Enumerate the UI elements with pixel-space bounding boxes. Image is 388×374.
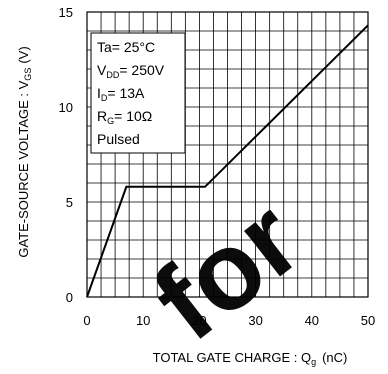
plot-frame [86, 11, 369, 298]
x-tick-label: 30 [248, 313, 262, 328]
conditions-text: Ta= 25°C VDD= 250V ID= 13A RG= 10Ω Pulsed [97, 39, 165, 147]
condition-line: VDD= 250V [97, 62, 165, 80]
conditions-box [90, 32, 186, 154]
y-tick-label: 15 [59, 5, 73, 20]
x-tick-label: 10 [136, 313, 150, 328]
condition-line: Ta= 25°C [97, 39, 155, 55]
condition-line: RG= 10Ω [97, 108, 152, 126]
condition-line: Pulsed [97, 131, 140, 147]
y-axis-label: GATE-SOURCE VOLTAGE : VGS(V) [16, 46, 33, 257]
series-layer [86, 24, 369, 298]
x-tick-label: 0 [83, 313, 90, 328]
y-tick-label: 10 [59, 100, 73, 115]
y-tick-labels: 0 5 10 15 [59, 5, 73, 305]
x-tick-label: 50 [361, 313, 375, 328]
x-tick-label: 40 [305, 313, 319, 328]
y-tick-label: 0 [66, 290, 73, 305]
series-line [86, 24, 369, 298]
y-tick-label: 5 [66, 195, 73, 210]
x-tick-labels: 0 10 20 30 40 50 [83, 313, 375, 328]
watermark-text: for [131, 177, 322, 364]
watermark: for [131, 177, 322, 364]
x-tick-label: 20 [192, 313, 206, 328]
condition-line: ID= 13A [97, 85, 145, 103]
x-axis-label: TOTAL GATE CHARGE : Qg (nC) [153, 350, 348, 367]
